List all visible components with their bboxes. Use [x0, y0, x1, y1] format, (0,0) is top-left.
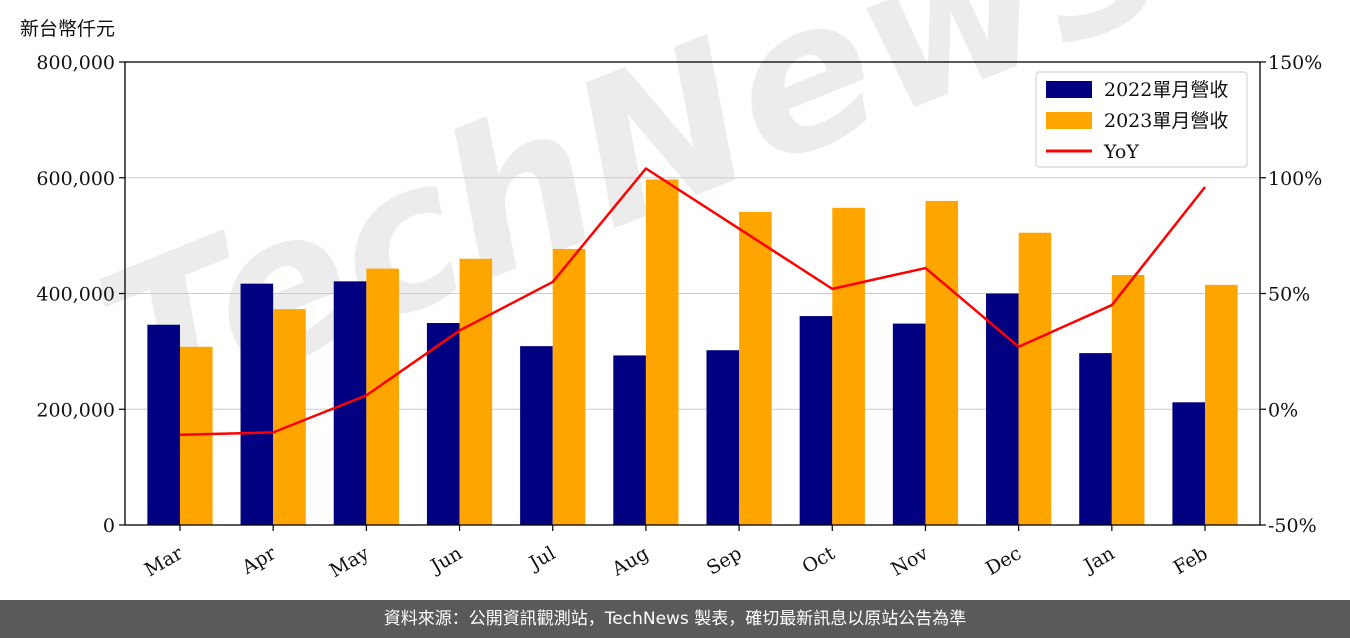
y-left-tick-label: 400,000	[36, 284, 115, 306]
bars	[147, 179, 1238, 526]
bar-2022	[799, 316, 833, 525]
bar-2023	[925, 200, 959, 525]
bar-2023	[1111, 274, 1145, 525]
x-tick-label: Dec	[982, 542, 1025, 580]
source-footer: 資料來源：公開資訊觀測站，TechNews 製表，確切最新訊息以原站公告為準	[0, 600, 1350, 638]
bar-2023	[179, 346, 213, 525]
bar-2023	[1205, 284, 1238, 525]
y-left-tick-label: 800,000	[36, 52, 115, 74]
revenue-chart: TechNews 0200,000400,000600,000800,000-5…	[36, 0, 1322, 582]
bar-2023	[366, 268, 399, 525]
x-tick-label: Apr	[238, 542, 281, 579]
y-right-tick-label: 0%	[1268, 399, 1298, 421]
bar-2022	[613, 355, 646, 525]
legend-item-2023-label: 2023單月營收	[1104, 110, 1228, 132]
bar-2022	[986, 293, 1019, 525]
x-tick-label: Jun	[426, 542, 467, 578]
x-tick-label: Sep	[703, 542, 746, 579]
bar-2022	[892, 323, 926, 525]
legend-item-2022-label: 2022單月營收	[1104, 79, 1228, 101]
y-right-tick-label: -50%	[1268, 515, 1317, 537]
y-left-tick-label: 600,000	[36, 168, 115, 190]
y-axis-unit-label: 新台幣仟元	[20, 18, 116, 40]
bar-2022	[147, 324, 180, 525]
bar-2022	[1079, 353, 1112, 525]
bar-2023	[739, 211, 772, 526]
y-left-tick-label: 200,000	[36, 399, 115, 421]
bar-2023	[273, 309, 306, 525]
x-tick-label: Jul	[524, 542, 559, 575]
legend-item-yoy-label: YoY	[1103, 141, 1139, 163]
x-tick-label: Aug	[608, 542, 653, 581]
x-tick-label: Mar	[141, 542, 187, 581]
x-tick-label: May	[326, 542, 373, 582]
x-tick-label: Jan	[1079, 542, 1119, 578]
x-tick-label: Oct	[798, 542, 839, 578]
y-right-tick-label: 150%	[1268, 52, 1322, 74]
legend: 2022單月營收 2023單月營收 YoY	[1035, 71, 1248, 168]
x-tick-label: Feb	[1170, 542, 1212, 579]
x-tick-label: Nov	[887, 542, 932, 581]
grid-lines	[125, 177, 1260, 410]
bar-2022	[240, 283, 274, 525]
yoy-line	[179, 167, 1207, 436]
y-right-tick-label: 50%	[1268, 284, 1310, 306]
bar-2022	[520, 346, 553, 525]
bar-2022	[1172, 402, 1206, 525]
bar-2023	[645, 179, 679, 525]
bar-2023	[552, 248, 586, 525]
y-left-tick-label: 0	[103, 515, 115, 537]
bar-2022	[426, 323, 460, 525]
legend-item-2022-swatch	[1046, 81, 1092, 98]
bar-2023	[832, 207, 865, 525]
yoy-line-group	[179, 167, 1207, 436]
bar-2023	[459, 258, 493, 525]
bar-2022	[706, 350, 740, 525]
legend-item-2023-swatch	[1046, 112, 1092, 129]
y-right-tick-label: 100%	[1268, 168, 1322, 190]
bar-2023	[1018, 232, 1052, 525]
